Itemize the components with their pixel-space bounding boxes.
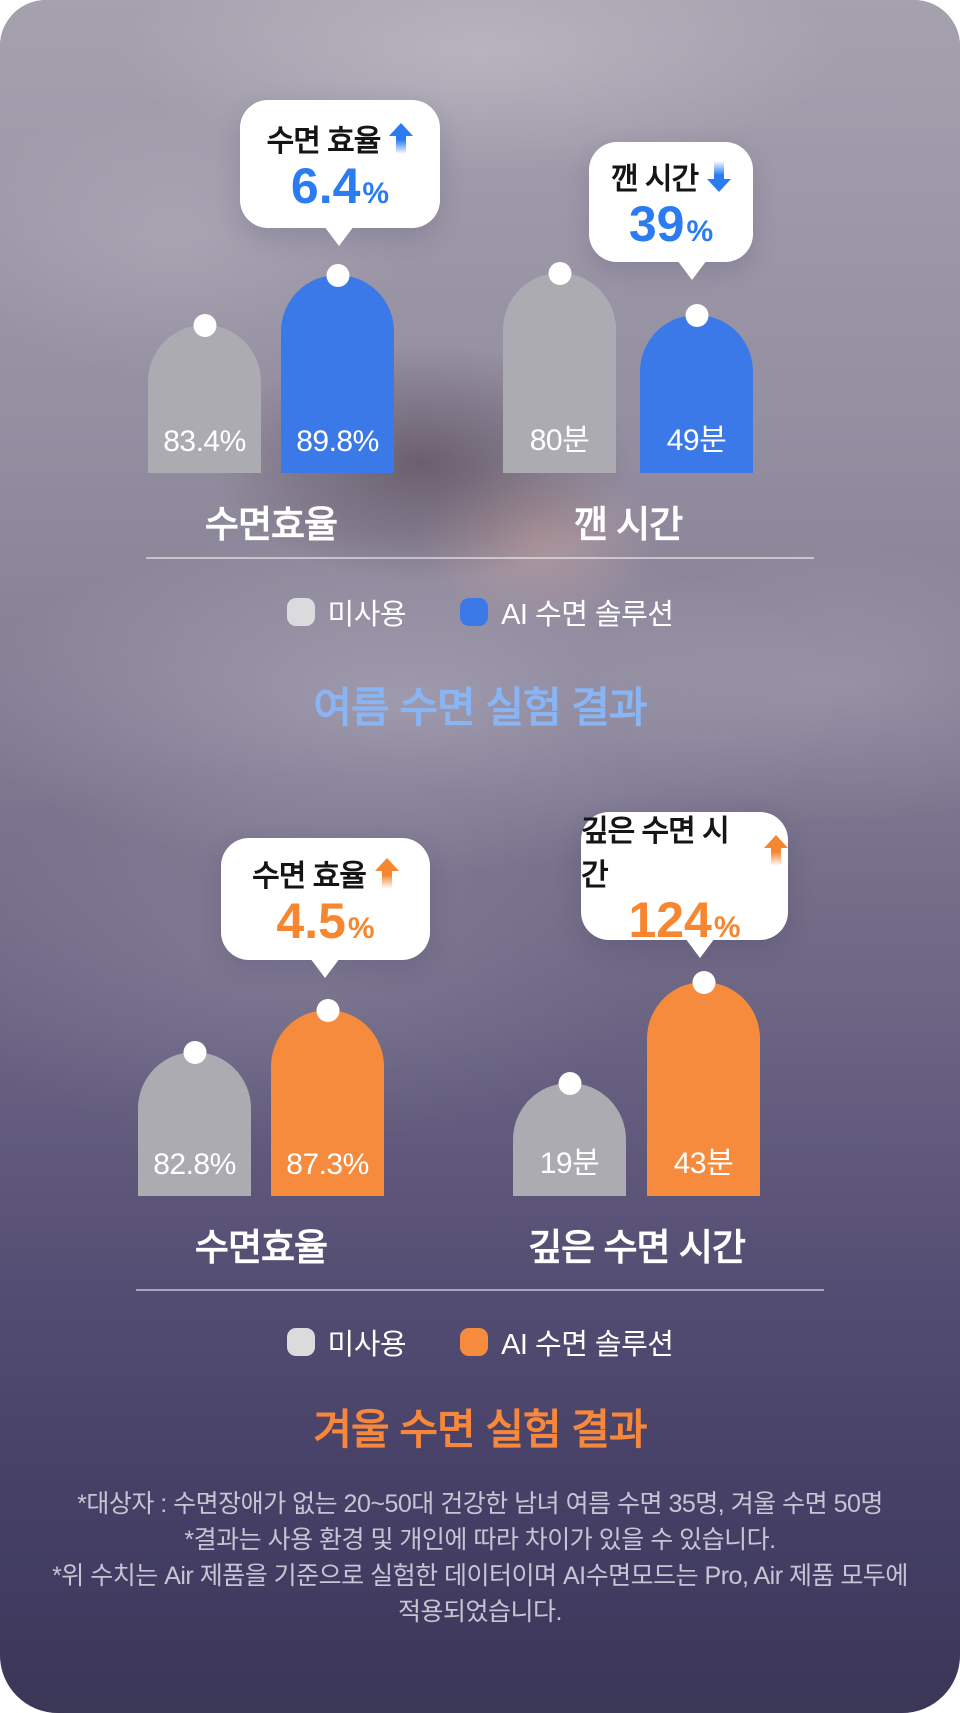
bar-winter-deepsleep-ai: 43분 <box>647 971 760 1196</box>
callout-pointer <box>685 938 715 958</box>
callout-label-text: 깬 시간 <box>610 163 699 196</box>
callout-value-unit: % <box>713 911 741 944</box>
callout-value-number: 6.4 <box>290 158 361 214</box>
bar-value: 49분 <box>666 424 727 457</box>
legend-item-ai: AI 수면 솔루션 <box>460 1321 674 1363</box>
legend-label: 미사용 <box>327 599 407 631</box>
callout-value-unit: % <box>347 912 375 945</box>
bar-winter-efficiency-ai: 87.3% <box>271 999 384 1196</box>
bar-top-dot <box>692 971 715 994</box>
callout-winter-deep-sleep: 깊은 수면 시간 124% <box>581 812 788 958</box>
callout-label-text: 수면 효율 <box>266 125 382 158</box>
callout-label: 수면 효율 <box>252 851 399 895</box>
bar-top-dot <box>685 304 708 327</box>
callout-value-number: 124 <box>628 892 712 948</box>
bar-summer-waketime-ai: 49분 <box>640 304 753 473</box>
bar-top-dot <box>316 999 339 1022</box>
legend-label: AI 수면 솔루션 <box>501 599 674 631</box>
callout-label: 수면 효율 <box>267 116 414 160</box>
callout-summer-wake-time: 깬 시간 39% <box>589 142 753 280</box>
legend-swatch-orange <box>460 1328 489 1356</box>
callout-value-unit: % <box>686 215 714 248</box>
bar-winter-efficiency-unused: 82.8% <box>138 1041 251 1196</box>
summer-legend: 미사용 AI 수면 솔루션 <box>0 591 960 633</box>
bar-value: 19분 <box>539 1147 600 1180</box>
bar-value: 43분 <box>673 1147 734 1180</box>
arrow-up-icon <box>764 834 788 866</box>
bar-value: 80분 <box>529 424 590 457</box>
footnotes: *대상자 : 수면장애가 없는 20~50대 건강한 남녀 여름 수면 35명,… <box>0 1486 960 1630</box>
callout-summer-sleep-efficiency: 수면 효율 6.4% <box>240 100 440 246</box>
callout-pointer <box>677 260 707 280</box>
callout-label-text: 수면 효율 <box>252 860 367 893</box>
legend-label: AI 수면 솔루션 <box>501 1329 674 1361</box>
footnote-line: 적용되었습니다. <box>398 1598 562 1626</box>
bar-value: 83.4% <box>163 425 246 458</box>
callout-label: 깬 시간 <box>610 154 732 198</box>
legend-item-ai: AI 수면 솔루션 <box>460 591 674 633</box>
footnote-line: *결과는 사용 환경 및 개인에 따라 차이가 있을 수 있습니다. <box>184 1526 776 1554</box>
summer-divider <box>146 557 814 559</box>
callout-label: 깊은 수면 시간 <box>581 806 788 894</box>
winter-divider <box>136 1289 824 1291</box>
winter-title: 겨울 수면 실험 결과 <box>313 1406 647 1453</box>
callout-pointer <box>310 958 340 978</box>
legend-swatch-gray <box>286 598 315 626</box>
callout-pointer <box>324 226 354 246</box>
bar-summer-efficiency-unused: 83.4% <box>148 314 261 473</box>
legend-item-unused: 미사용 <box>286 1321 407 1363</box>
callout-value: 4.5% <box>276 895 374 947</box>
summer-title: 여름 수면 실험 결과 <box>313 684 647 731</box>
arrow-down-icon <box>707 160 732 192</box>
legend-label: 미사용 <box>327 1329 407 1361</box>
winter-group-label-deepsleep: 깊은 수면 시간 <box>528 1227 746 1268</box>
arrow-up-icon <box>374 857 399 889</box>
callout-value-number: 4.5 <box>276 893 346 949</box>
bar-value: 89.8% <box>296 425 379 458</box>
callout-value-unit: % <box>362 177 390 210</box>
legend-swatch-blue <box>460 598 489 626</box>
callout-value: 124% <box>628 894 740 946</box>
bar-winter-deepsleep-unused: 19분 <box>513 1072 626 1196</box>
footnote-line: *대상자 : 수면장애가 없는 20~50대 건강한 남녀 여름 수면 35명,… <box>77 1490 883 1518</box>
bar-top-dot <box>326 264 349 287</box>
winter-group-label-efficiency: 수면효율 <box>194 1227 328 1268</box>
callout-winter-sleep-efficiency: 수면 효율 4.5% <box>221 838 430 978</box>
bar-top-dot <box>558 1072 581 1095</box>
summer-group-label-waketime: 깬 시간 <box>573 504 683 545</box>
arrow-up-icon <box>389 122 414 154</box>
bar-summer-waketime-unused: 80분 <box>503 262 616 473</box>
bar-top-dot <box>193 314 216 337</box>
legend-swatch-gray <box>286 1328 315 1356</box>
callout-label-text: 깊은 수면 시간 <box>581 815 730 892</box>
footnote-line: *위 수치는 Air 제품을 기준으로 실험한 데이터이며 AI수면모드는 Pr… <box>52 1562 908 1590</box>
callout-value: 39% <box>629 198 713 250</box>
bar-value: 87.3% <box>286 1148 369 1181</box>
winter-legend: 미사용 AI 수면 솔루션 <box>0 1321 960 1363</box>
callout-value-number: 39 <box>628 196 685 252</box>
bar-value: 82.8% <box>153 1148 236 1181</box>
summer-group-label-efficiency: 수면효율 <box>204 504 338 545</box>
bar-summer-efficiency-ai: 89.8% <box>281 264 394 473</box>
callout-value: 6.4% <box>291 160 389 212</box>
bar-top-dot <box>183 1041 206 1064</box>
legend-item-unused: 미사용 <box>286 591 407 633</box>
bar-top-dot <box>548 262 571 285</box>
